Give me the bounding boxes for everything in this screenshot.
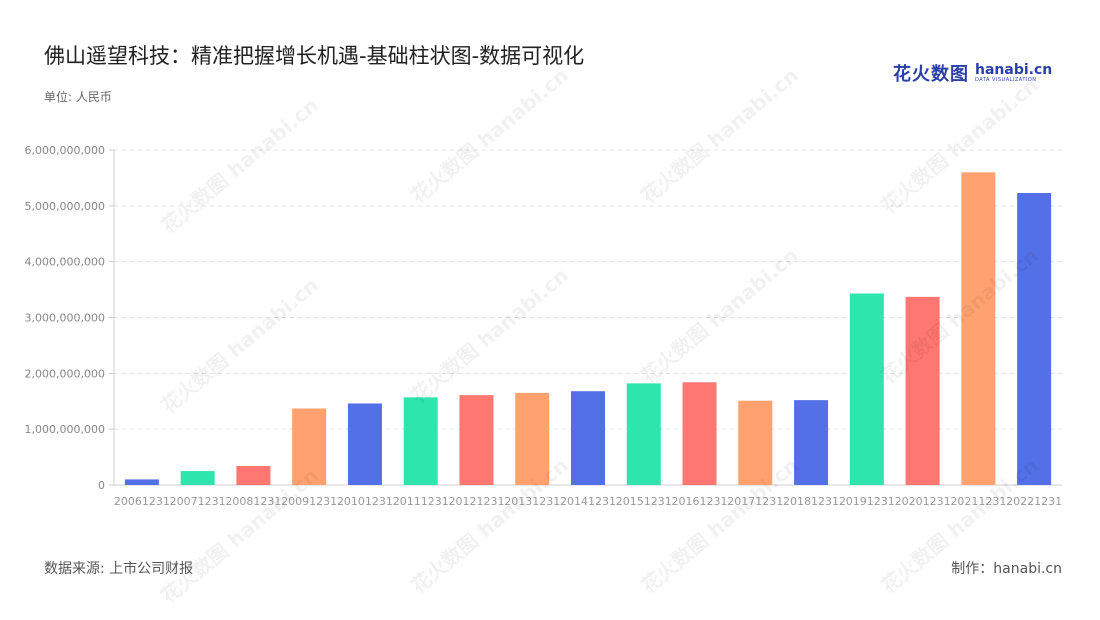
bar-20211231 xyxy=(961,172,996,486)
x-tick-label: 20181231 xyxy=(783,495,839,508)
y-tick-label: 2,000,000,000 xyxy=(25,367,105,380)
logo-en-block: hanabi.cn DATA VISUALIZATION xyxy=(975,63,1052,83)
y-axis-ticks: 0 1,000,000,000 2,000,000,000 3,000,000,000… xyxy=(25,144,105,492)
x-tick-label: 20081231 xyxy=(225,495,281,508)
bar-20191231 xyxy=(849,293,884,485)
unit-label: 单位: 人民币 xyxy=(44,90,112,104)
y-tick-label: 1,000,000,000 xyxy=(25,423,105,436)
x-tick-label: 20141231 xyxy=(560,495,616,508)
y-tick-label: 4,000,000,000 xyxy=(25,256,105,269)
maker-credit: 制作：hanabi.cn xyxy=(951,561,1062,577)
brand-logo: 花火数图 hanabi.cn DATA VISUALIZATION xyxy=(893,60,1052,86)
y-tick-label: 0 xyxy=(98,479,105,492)
x-axis-ticks: 20061231 20071231 20081231 20091231 20101231… xyxy=(114,495,1062,508)
bar-20201231 xyxy=(905,296,940,485)
logo-sub-text: DATA VISUALIZATION xyxy=(975,77,1037,83)
x-tick-label: 20191231 xyxy=(839,495,895,508)
x-tick-label: 20061231 xyxy=(114,495,170,508)
x-tick-label: 20071231 xyxy=(170,495,226,508)
bar-20071231 xyxy=(180,471,215,485)
bar-20091231 xyxy=(292,408,327,485)
data-source-note: 数据来源: 上市公司财报 xyxy=(44,561,194,577)
x-tick-label: 20221231 xyxy=(1006,495,1062,508)
bar-20151231 xyxy=(626,383,661,485)
logo-cn-text: 花火数图 xyxy=(893,64,969,85)
bar-20081231 xyxy=(236,466,271,485)
bar-20061231 xyxy=(124,479,159,485)
bar-20171231 xyxy=(738,400,773,485)
x-tick-label: 20211231 xyxy=(950,495,1006,508)
x-tick-label: 20121231 xyxy=(448,495,504,508)
x-tick-label: 20101231 xyxy=(337,495,393,508)
bar-20141231 xyxy=(571,391,605,485)
y-tick-label: 6,000,000,000 xyxy=(25,144,105,157)
x-tick-label: 20111231 xyxy=(393,495,449,508)
bar-20161231 xyxy=(682,382,717,485)
bar-20131231 xyxy=(515,392,550,485)
y-tick-label: 3,000,000,000 xyxy=(25,312,105,325)
x-tick-label: 20151231 xyxy=(616,495,672,508)
x-tick-label: 20091231 xyxy=(281,495,337,508)
bar-20181231 xyxy=(794,400,829,485)
y-tick-label: 5,000,000,000 xyxy=(25,200,105,213)
x-tick-label: 20161231 xyxy=(672,495,728,508)
bar-20221231 xyxy=(1017,192,1052,485)
x-tick-label: 20201231 xyxy=(895,495,951,508)
logo-en-text: hanabi.cn xyxy=(975,62,1053,78)
bar-20101231 xyxy=(347,403,382,485)
bars xyxy=(124,172,1052,486)
x-tick-label: 20171231 xyxy=(727,495,783,508)
x-tick-label: 20131231 xyxy=(504,495,560,508)
bar-20111231 xyxy=(403,397,438,485)
bar-20121231 xyxy=(459,395,494,485)
chart-title: 佛山遥望科技：精准把握增长机遇-基础柱状图-数据可视化 xyxy=(44,44,585,68)
